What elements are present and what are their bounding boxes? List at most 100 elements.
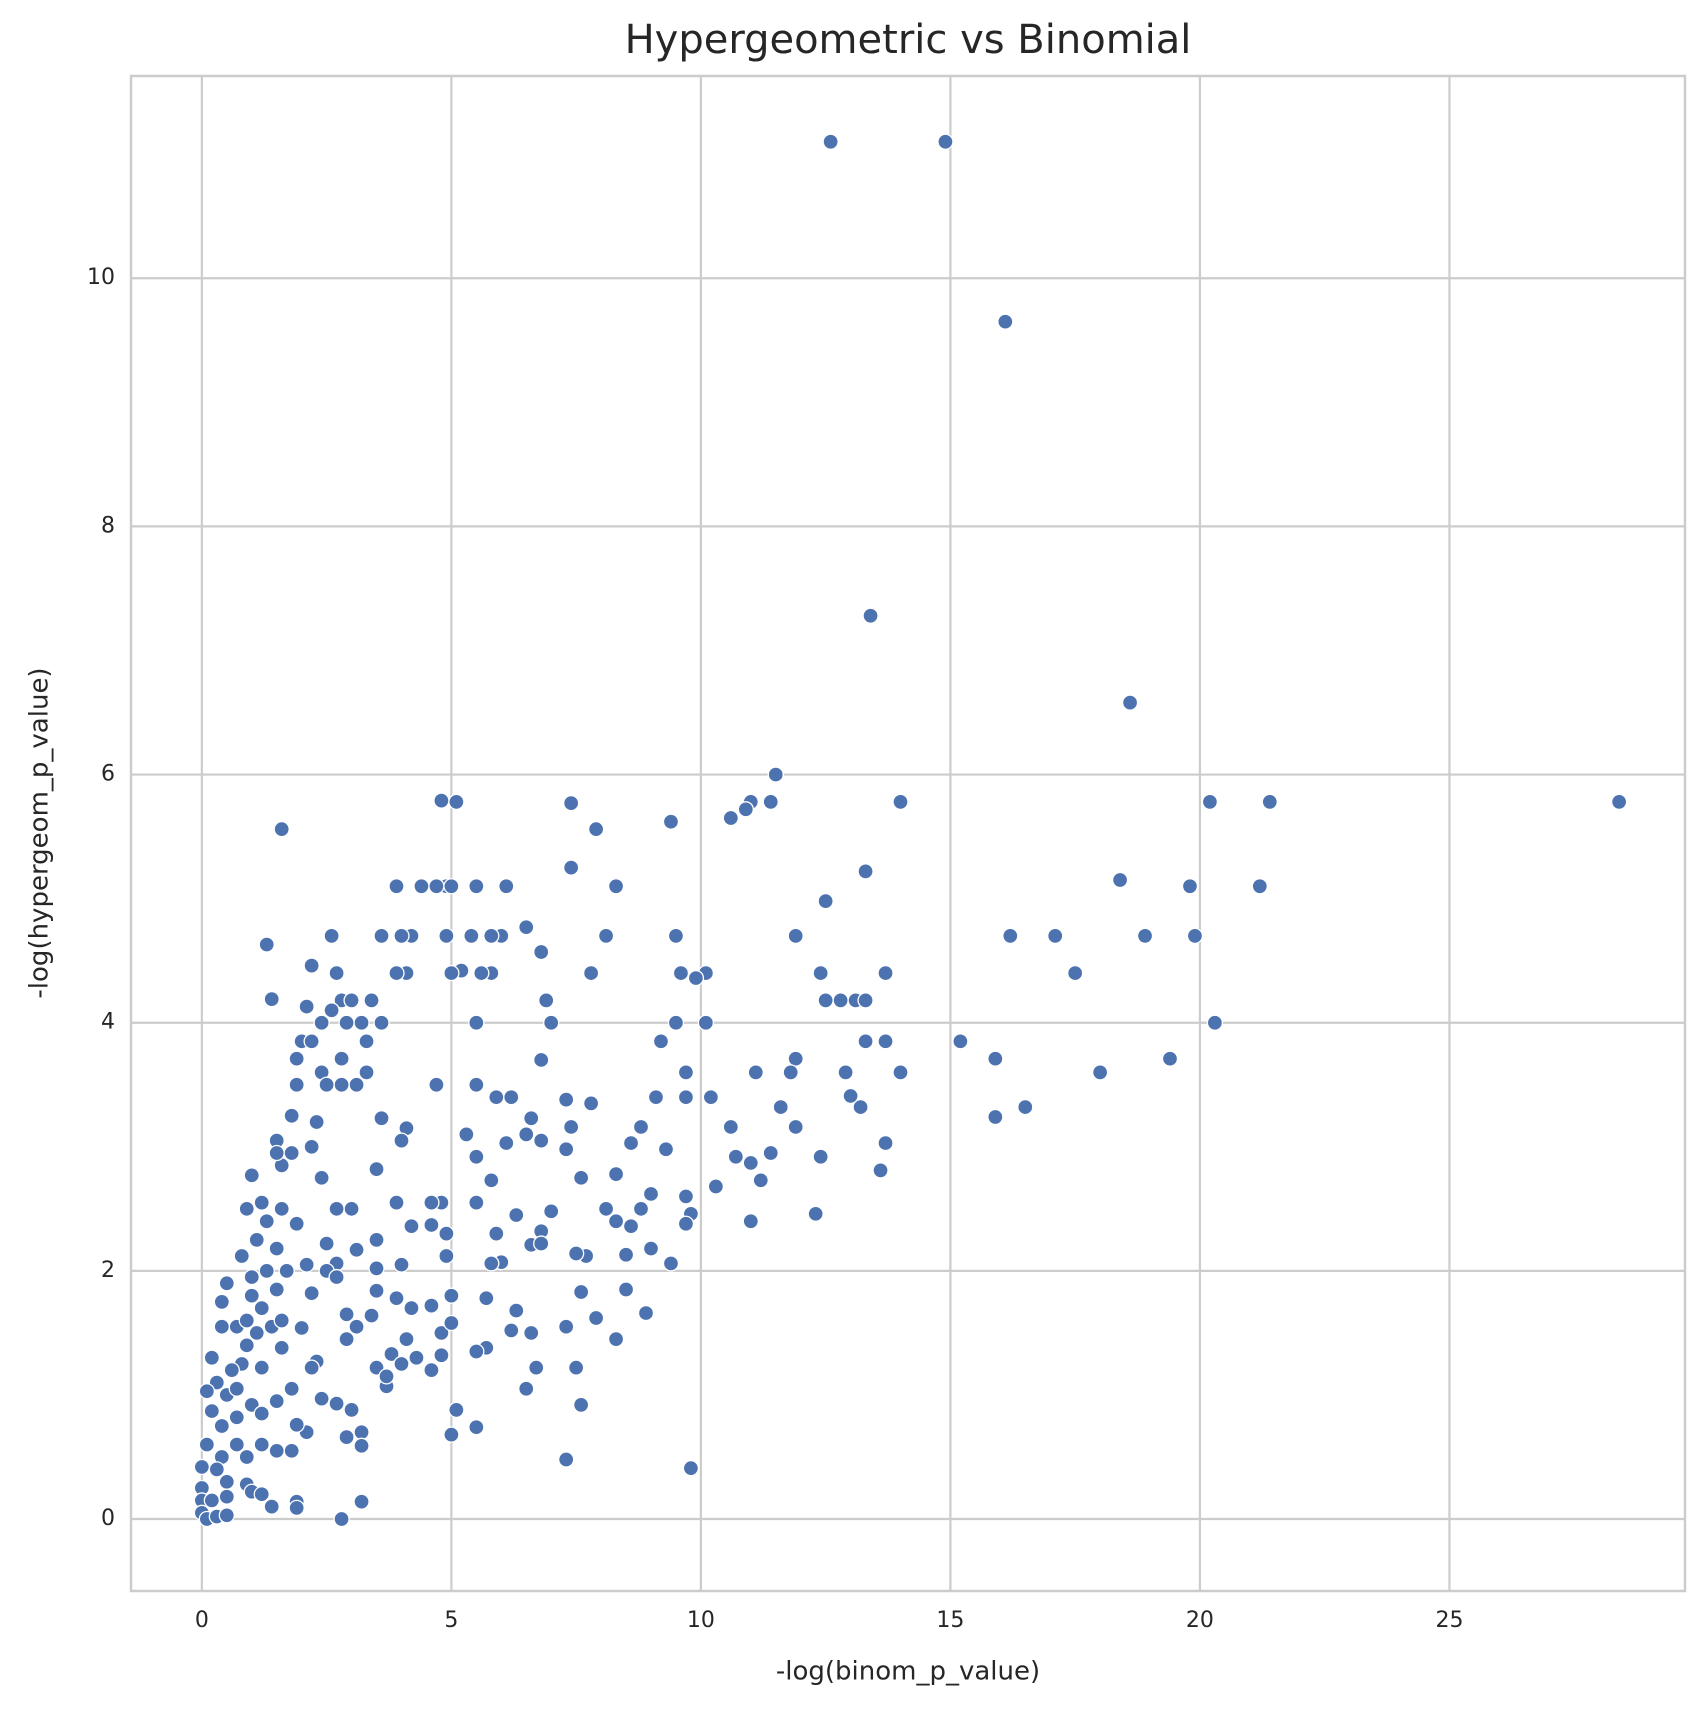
point (817, 992, 834, 1009)
x-tick-label: 15 (936, 1608, 964, 1633)
point (243, 1268, 260, 1286)
point (373, 927, 390, 945)
x-tick-label: 20 (1186, 1608, 1214, 1633)
labels: Hypergeometric vs Binomial -log(binom_p_… (25, 17, 1464, 1687)
point (223, 1361, 240, 1379)
point (428, 1076, 445, 1093)
x-tick-label: 0 (195, 1608, 209, 1633)
point (508, 1206, 525, 1224)
point (368, 1231, 385, 1249)
point (283, 1442, 300, 1459)
point (812, 964, 829, 982)
point (388, 964, 405, 982)
point (378, 1368, 395, 1385)
point (338, 1330, 355, 1348)
point (468, 1194, 485, 1211)
point (677, 1089, 695, 1106)
point (987, 1108, 1004, 1126)
point (323, 927, 340, 945)
point (438, 1225, 455, 1242)
point (258, 1262, 275, 1280)
point (388, 878, 405, 895)
point (473, 964, 490, 982)
point (468, 878, 485, 895)
point (353, 1493, 370, 1510)
point (837, 1064, 854, 1081)
point (667, 927, 685, 945)
point (488, 1225, 505, 1242)
point (258, 936, 275, 953)
point (518, 1380, 535, 1397)
point (423, 1194, 440, 1211)
point (563, 859, 580, 876)
point (937, 133, 954, 150)
point (358, 1033, 375, 1050)
point (303, 1359, 320, 1376)
point (558, 1318, 575, 1335)
point (538, 992, 555, 1009)
point (313, 1169, 330, 1186)
point (722, 809, 739, 827)
point (1186, 927, 1204, 945)
point (607, 1165, 625, 1183)
point (448, 1401, 465, 1418)
point (318, 1235, 335, 1252)
point (303, 1138, 320, 1155)
point (622, 1218, 640, 1235)
point (672, 964, 690, 982)
point (388, 1194, 405, 1211)
point (632, 1200, 650, 1217)
point (203, 1349, 220, 1366)
point (408, 1349, 425, 1366)
point (363, 1307, 380, 1324)
point (283, 1380, 300, 1397)
point (852, 1098, 869, 1116)
point (752, 1172, 769, 1189)
point (787, 1050, 804, 1067)
point (1261, 793, 1278, 811)
chart-title: Hypergeometric vs Binomial (625, 17, 1192, 63)
x-axis-label: -log(binom_p_value) (776, 1657, 1040, 1687)
point (468, 1076, 485, 1093)
point (607, 1330, 625, 1348)
point (952, 1033, 969, 1050)
point (742, 1213, 759, 1230)
point (328, 964, 345, 982)
point (1047, 927, 1064, 945)
point (558, 1091, 575, 1108)
point (423, 1297, 440, 1314)
point (468, 1148, 485, 1165)
point (697, 1014, 715, 1031)
point (503, 1322, 520, 1339)
point (303, 1285, 320, 1302)
point (268, 1442, 285, 1459)
point (832, 992, 849, 1009)
point (268, 1240, 285, 1257)
point (543, 1014, 560, 1031)
point (558, 1141, 575, 1158)
point (722, 1118, 739, 1136)
point (1181, 878, 1199, 895)
point (443, 1287, 460, 1304)
point (403, 1299, 420, 1317)
point (1111, 871, 1129, 889)
point (368, 1160, 385, 1178)
point (458, 1126, 475, 1143)
point (727, 1148, 744, 1165)
point (278, 1262, 295, 1280)
point (767, 766, 784, 783)
point (208, 1461, 225, 1478)
y-tick-label: 10 (87, 265, 115, 290)
point (268, 1393, 285, 1410)
y-tick-label: 4 (101, 1010, 115, 1035)
point (328, 1200, 345, 1217)
point (303, 1033, 320, 1050)
point (857, 992, 874, 1009)
point (677, 1215, 695, 1232)
point (987, 1050, 1004, 1067)
point (877, 1033, 894, 1050)
point (582, 964, 600, 982)
point (563, 794, 580, 812)
point (523, 1110, 540, 1127)
